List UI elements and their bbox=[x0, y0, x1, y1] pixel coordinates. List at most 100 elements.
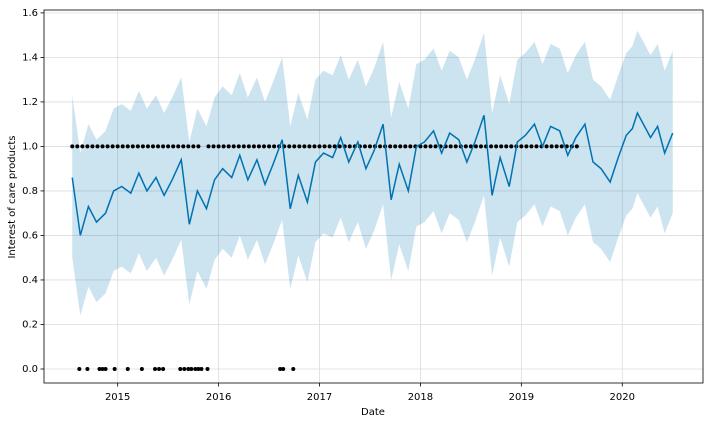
observed-point bbox=[241, 144, 246, 149]
observed-point bbox=[150, 144, 155, 149]
observed-point bbox=[216, 144, 221, 149]
observed-point bbox=[75, 144, 80, 149]
observed-point bbox=[494, 144, 499, 149]
observed-point bbox=[408, 144, 413, 149]
observed-point bbox=[317, 144, 322, 149]
observed-point bbox=[327, 144, 332, 149]
observed-point bbox=[519, 144, 524, 149]
observed-point bbox=[186, 144, 191, 149]
observed-point bbox=[199, 366, 204, 371]
observed-point bbox=[176, 144, 181, 149]
x-tick-label: 2017 bbox=[307, 392, 332, 403]
y-tick-label: 0.2 bbox=[22, 319, 38, 330]
observed-point bbox=[85, 366, 90, 371]
observed-point bbox=[153, 366, 158, 371]
x-tick-label: 2019 bbox=[509, 392, 534, 403]
observed-point bbox=[393, 144, 398, 149]
observed-point bbox=[291, 366, 296, 371]
observed-point bbox=[281, 366, 286, 371]
observed-point bbox=[206, 144, 211, 149]
observed-point bbox=[509, 144, 514, 149]
observed-point bbox=[196, 366, 201, 371]
observed-point bbox=[544, 144, 549, 149]
observed-point bbox=[262, 144, 267, 149]
observed-point bbox=[463, 144, 468, 149]
observed-point bbox=[115, 144, 120, 149]
observed-point bbox=[272, 144, 277, 149]
observed-point bbox=[161, 144, 166, 149]
observed-point bbox=[297, 144, 302, 149]
y-tick-label: 0.6 bbox=[22, 230, 38, 241]
axes: 2015 2016 2017 2018 2019 2020 0.0 0.2 0.4 0.6 0.8 1… bbox=[22, 8, 635, 403]
observed-point bbox=[529, 144, 534, 149]
observed-point bbox=[135, 144, 140, 149]
x-tick-label: 2016 bbox=[206, 392, 231, 403]
observed-point bbox=[140, 144, 145, 149]
observed-point bbox=[166, 144, 171, 149]
observed-point bbox=[251, 144, 256, 149]
observed-point bbox=[278, 366, 283, 371]
observed-point bbox=[110, 144, 115, 149]
observed-point bbox=[226, 144, 231, 149]
x-tick-label: 2015 bbox=[105, 392, 130, 403]
observed-point bbox=[448, 144, 453, 149]
observed-point bbox=[246, 144, 251, 149]
observed-point bbox=[347, 144, 352, 149]
observed-point bbox=[186, 366, 191, 371]
observed-point bbox=[95, 144, 100, 149]
y-tick-label: 1.0 bbox=[22, 141, 38, 152]
observed-point bbox=[70, 144, 75, 149]
observed-point bbox=[182, 366, 187, 371]
observed-point bbox=[211, 144, 216, 149]
observed-point bbox=[388, 144, 393, 149]
observed-point bbox=[193, 366, 198, 371]
y-tick-label: 1.2 bbox=[22, 97, 38, 108]
observed-point bbox=[97, 366, 102, 371]
observed-point bbox=[524, 144, 529, 149]
observed-point bbox=[378, 144, 383, 149]
observed-point bbox=[287, 144, 292, 149]
observed-point bbox=[191, 144, 196, 149]
y-axis-label: Interest of care products bbox=[7, 135, 18, 258]
observed-point bbox=[428, 144, 433, 149]
y-tick-label: 1.4 bbox=[22, 52, 38, 63]
x-tick-label: 2020 bbox=[610, 392, 635, 403]
observed-point bbox=[100, 366, 105, 371]
observed-point bbox=[559, 144, 564, 149]
observed-point bbox=[85, 144, 90, 149]
observed-point bbox=[403, 144, 408, 149]
observed-point bbox=[178, 366, 183, 371]
observed-point bbox=[499, 144, 504, 149]
observed-point bbox=[332, 144, 337, 149]
observed-point bbox=[267, 144, 272, 149]
forecast-line bbox=[71, 111, 674, 236]
observed-point bbox=[337, 144, 342, 149]
observed-point bbox=[145, 144, 150, 149]
observed-point bbox=[125, 144, 130, 149]
observed-point bbox=[196, 144, 201, 149]
observed-point bbox=[468, 144, 473, 149]
observed-point bbox=[312, 144, 317, 149]
y-tick-label: 0.4 bbox=[22, 275, 38, 286]
observed-point bbox=[90, 144, 95, 149]
grid bbox=[44, 10, 703, 383]
observed-point bbox=[130, 144, 135, 149]
observed-point bbox=[139, 366, 144, 371]
observed-point bbox=[307, 144, 312, 149]
observed-point bbox=[112, 366, 117, 371]
observed-point bbox=[256, 144, 261, 149]
observed-point bbox=[181, 144, 186, 149]
observed-point bbox=[549, 144, 554, 149]
observed-point bbox=[473, 144, 478, 149]
observed-point bbox=[171, 144, 176, 149]
observed-point bbox=[100, 144, 105, 149]
y-tick-label: 0.0 bbox=[22, 364, 38, 375]
observed-point bbox=[77, 366, 82, 371]
observed-point bbox=[433, 144, 438, 149]
y-tick-label: 0.8 bbox=[22, 186, 38, 197]
observed-point bbox=[103, 366, 108, 371]
observed-point bbox=[205, 366, 210, 371]
observed-point bbox=[231, 144, 236, 149]
observed-point bbox=[554, 144, 559, 149]
